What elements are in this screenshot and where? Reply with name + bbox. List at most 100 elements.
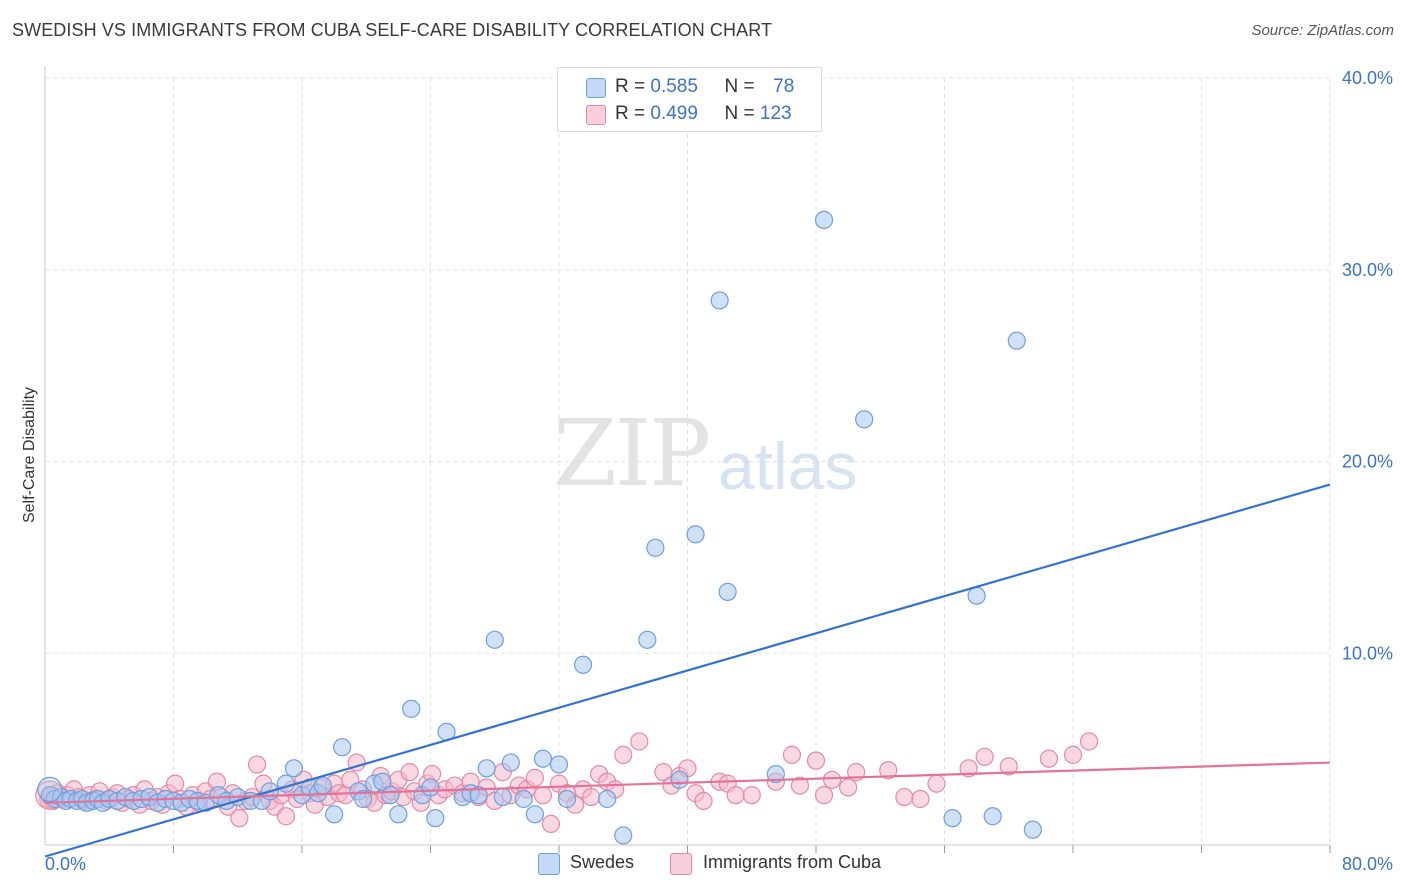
- cuba-point: [1039, 749, 1059, 768]
- swedes-point: [373, 772, 392, 791]
- swedes-point: [353, 789, 373, 809]
- legend-swatch-swedes: [586, 78, 606, 98]
- cuba-point: [806, 751, 826, 770]
- swedes-point: [501, 753, 520, 772]
- cuba-point: [782, 745, 802, 764]
- cuba-point: [247, 755, 267, 774]
- cuba-point: [533, 786, 553, 805]
- axes: [44, 66, 1331, 853]
- swedes-point: [493, 787, 512, 807]
- swedes-point: [766, 764, 785, 784]
- cuba-point: [230, 809, 249, 828]
- swedes-point: [402, 699, 421, 718]
- cuba-point: [1079, 732, 1099, 751]
- cuba-point: [726, 786, 745, 805]
- swedes-point: [514, 789, 533, 809]
- legend-r-value: 0.585: [650, 76, 698, 97]
- swedes-point: [573, 655, 593, 674]
- cuba-point: [582, 787, 601, 807]
- swedes-point: [1007, 331, 1026, 350]
- cuba-point: [999, 757, 1018, 776]
- cuba-point: [166, 774, 185, 793]
- cuba-trend-line: [44, 761, 1331, 804]
- cuba-point: [400, 763, 419, 782]
- cuba-point: [1063, 745, 1083, 764]
- swedes-point: [313, 776, 332, 795]
- cuba-point: [895, 787, 914, 807]
- swedes-point: [1023, 820, 1042, 839]
- watermark-zip: ZIP: [553, 400, 711, 507]
- legend-n-label: N =: [724, 76, 755, 97]
- swedes-point: [718, 582, 737, 601]
- legend-swatch-cuba: [586, 105, 606, 125]
- swedes-point: [333, 738, 352, 757]
- swedes-point: [325, 805, 344, 824]
- bottom-legend-swedes[interactable]: Swedes: [570, 852, 635, 872]
- x-tick-label-min: 0.0%: [45, 854, 86, 874]
- y-tick-label: 20.0%: [1342, 452, 1393, 472]
- swedes-point: [477, 759, 496, 778]
- cuba-point: [911, 789, 930, 809]
- cuba-point: [742, 786, 761, 805]
- swedes-point: [469, 786, 488, 805]
- x-tick-label-max: 80.0%: [1342, 854, 1393, 874]
- swedes-point: [686, 525, 705, 544]
- cuba-points: [35, 732, 1099, 834]
- legend-n-label: N =: [724, 103, 755, 124]
- legend-r-value: 0.499: [650, 103, 698, 124]
- cuba-point: [975, 747, 994, 766]
- swedes-point: [533, 749, 553, 768]
- cuba-point: [541, 814, 561, 834]
- legend: R = 0.585 N = 78 R = 0.499 N = 123: [557, 67, 822, 132]
- swedes-point: [549, 755, 569, 774]
- swedes-point: [646, 538, 665, 557]
- legend-r-label: R =: [615, 76, 646, 97]
- swedes-point: [710, 291, 729, 310]
- cuba-point: [614, 745, 633, 764]
- swedes-point: [525, 805, 545, 824]
- bottom-legend-cuba[interactable]: Immigrants from Cuba: [703, 852, 882, 872]
- swedes-point: [389, 805, 408, 824]
- swedes-point: [598, 789, 617, 809]
- trend-lines: [44, 483, 1331, 858]
- swedes-points: [37, 210, 1042, 845]
- cuba-point: [959, 759, 978, 778]
- swedes-point: [983, 807, 1002, 826]
- swedes-point: [967, 586, 986, 605]
- cuba-point: [927, 774, 946, 793]
- chart-title: SWEDISH VS IMMIGRANTS FROM CUBA SELF-CAR…: [12, 20, 773, 40]
- y-tick-label: 30.0%: [1342, 260, 1393, 280]
- cuba-point: [630, 732, 649, 751]
- swedes-point: [485, 630, 504, 649]
- y-tick-label: 10.0%: [1342, 643, 1393, 663]
- bottom-legend-swatch-cuba[interactable]: [670, 853, 692, 875]
- bottom-legend-swatch-swedes[interactable]: [538, 853, 560, 875]
- legend-r-label: R =: [615, 103, 646, 124]
- grid-lines: [45, 77, 1331, 845]
- swedes-point: [421, 778, 440, 797]
- legend-row-cuba: R = 0.499 N = 123: [615, 103, 792, 125]
- cuba-point: [839, 778, 858, 797]
- legend-row-swedes: R = 0.585 N = 78: [615, 76, 794, 98]
- swedes-point: [557, 789, 577, 809]
- swedes-point: [814, 210, 834, 229]
- tick-labels: 10.0% 20.0% 30.0% 40.0% 0.0% 80.0%: [45, 68, 1393, 874]
- cuba-point: [822, 770, 842, 789]
- swedes-point: [284, 759, 304, 778]
- legend-n-value: 78: [773, 76, 795, 97]
- cuba-point: [525, 768, 545, 787]
- source-label[interactable]: Source: ZipAtlas.com: [1251, 22, 1394, 39]
- swedes-point: [943, 809, 962, 828]
- swedes-trend-line: [44, 483, 1331, 858]
- swedes-point: [426, 809, 445, 828]
- swedes-point: [638, 630, 657, 649]
- legend-n-value: 123: [759, 103, 792, 124]
- cuba-point: [276, 807, 296, 826]
- cuba-point: [814, 786, 834, 805]
- swedes-point: [855, 410, 874, 429]
- cuba-point: [694, 791, 713, 810]
- swedes-point: [614, 826, 633, 845]
- swedes-point: [37, 776, 63, 802]
- cuba-point: [790, 776, 810, 795]
